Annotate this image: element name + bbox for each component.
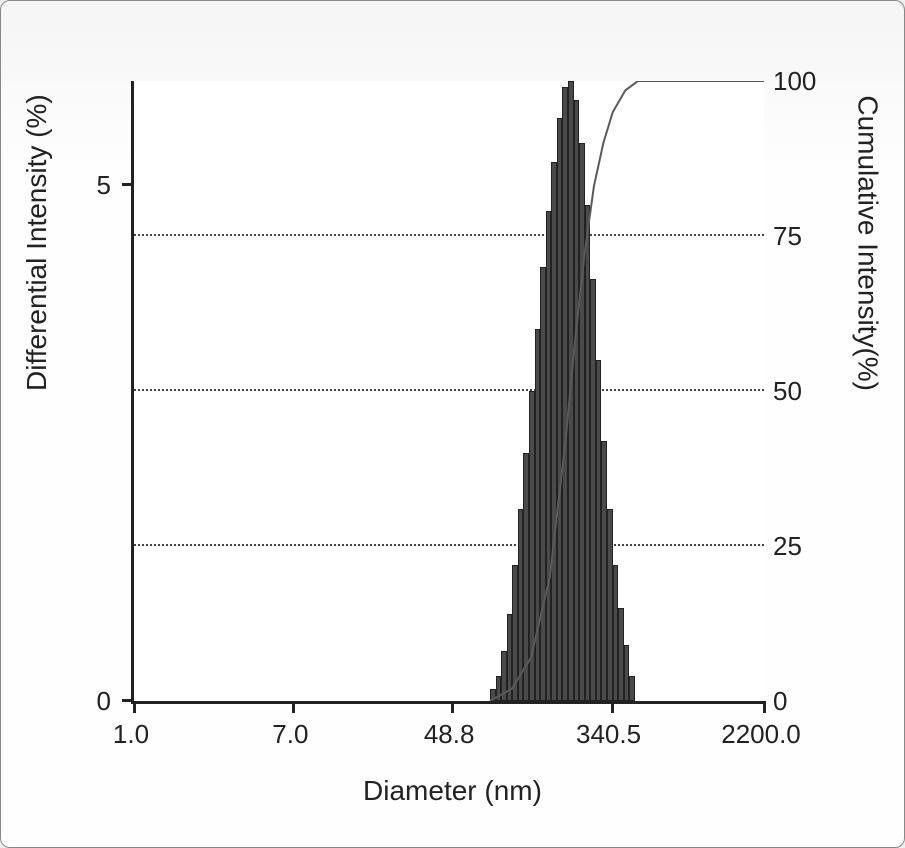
tick-mark xyxy=(292,701,295,713)
y-right-tick-label: 50 xyxy=(773,376,802,407)
tick-mark xyxy=(133,701,136,713)
y-right-axis-title: Cumulative Intensity(%) xyxy=(852,95,884,391)
x-tick-label: 48.8 xyxy=(424,719,475,750)
tick-mark xyxy=(763,701,766,713)
tick-mark xyxy=(611,701,614,713)
y-right-tick-label: 0 xyxy=(773,686,787,717)
x-tick-label: 340.5 xyxy=(576,719,641,750)
tick-mark xyxy=(451,701,454,713)
bar xyxy=(629,676,635,701)
x-tick-label: 1.0 xyxy=(113,719,149,750)
y-right-tick-label: 75 xyxy=(773,221,802,252)
chart-panel: Differential Intensity (%) Cumulative In… xyxy=(0,0,905,848)
x-tick-label: 7.0 xyxy=(272,719,308,750)
plot-area xyxy=(131,81,764,704)
x-tick-label: 2200.0 xyxy=(721,719,801,750)
y-right-tick-label: 25 xyxy=(773,531,802,562)
x-axis-title: Diameter (nm) xyxy=(363,775,542,807)
bars-layer xyxy=(134,81,764,701)
tick-mark xyxy=(122,183,134,186)
y-left-axis-title: Differential Intensity (%) xyxy=(21,94,53,391)
y-left-tick-label: 0 xyxy=(97,686,111,717)
y-left-tick-label: 5 xyxy=(97,170,111,201)
y-right-tick-label: 100 xyxy=(773,66,816,97)
